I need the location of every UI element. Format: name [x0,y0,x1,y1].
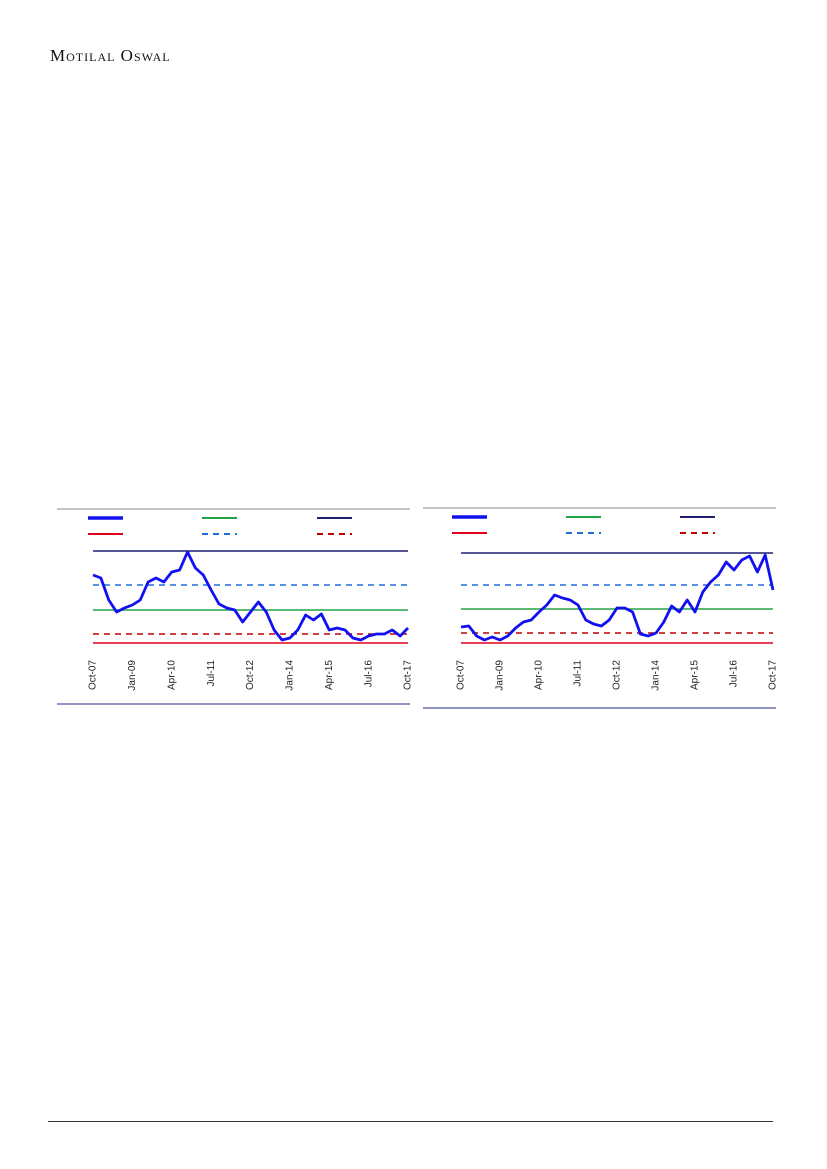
x-tick-label: Apr-15 [324,660,335,690]
footer-rule [48,1121,773,1122]
x-tick-label: Oct-12 [612,660,623,690]
x-tick-label: Jan-14 [285,660,296,691]
x-tick-label: Oct-12 [245,660,256,690]
x-tick-label: Apr-15 [690,660,701,690]
x-tick-label: Jul-16 [363,660,374,688]
x-tick-label: Jul-11 [206,660,217,687]
charts: Oct-07 Jan-09 Apr-10 Jul-11 Oct-12 Jan-14 Apr-… [57,507,779,709]
series-line [460,553,775,642]
x-tick-label: Apr-10 [166,660,177,690]
x-tick-label: Jul-11 [573,660,584,687]
x-tick-label: Oct-07 [456,660,467,690]
series-line [92,550,409,642]
x-tick-label: Jan-09 [495,660,506,691]
x-tick-label: Jul-16 [729,660,740,688]
x-tick-label: Jan-14 [651,660,662,691]
x-tick-label: Oct-17 [403,660,414,690]
x-tick-label: Jan-09 [127,660,138,691]
x-tick-label: Oct-07 [88,660,99,690]
x-tick-label: Apr-10 [534,660,545,690]
header-logo: Motilal Oswal [50,46,171,65]
x-tick-label: Oct-17 [768,660,779,690]
